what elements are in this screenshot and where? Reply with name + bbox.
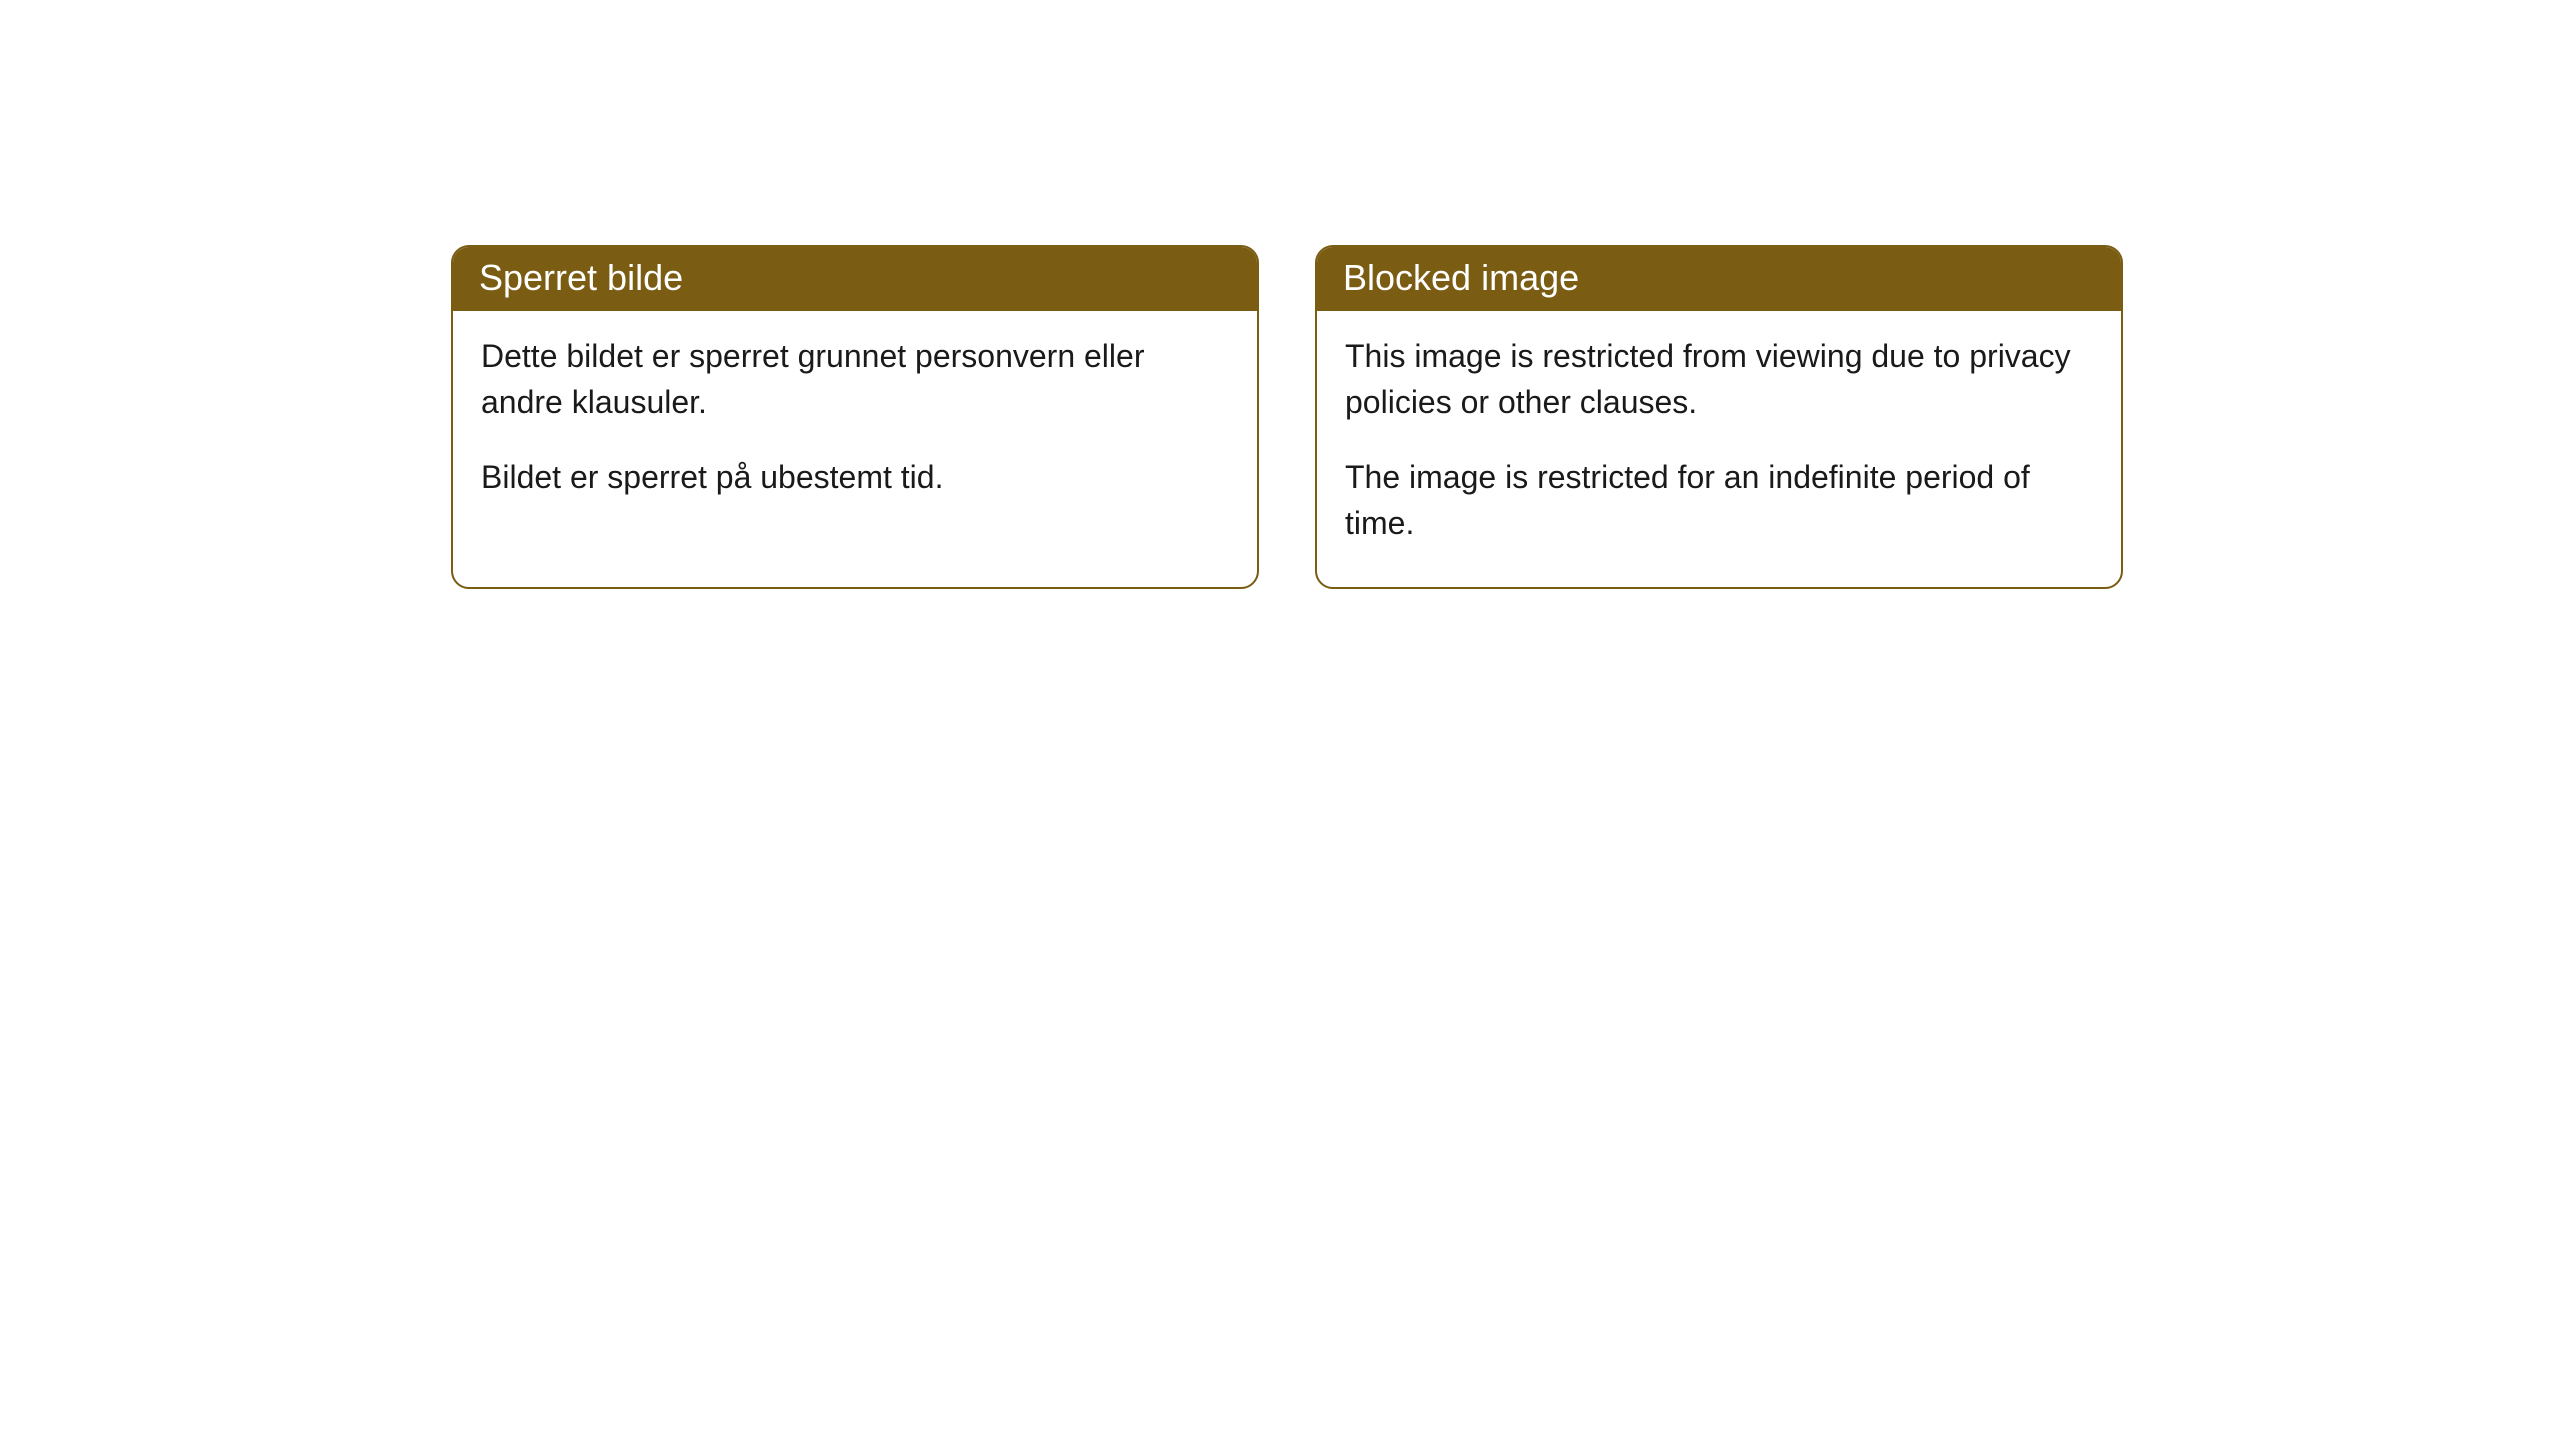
card-paragraph: Dette bildet er sperret grunnet personve…	[481, 333, 1229, 426]
card-title: Blocked image	[1343, 257, 1579, 298]
notice-card-norwegian: Sperret bilde Dette bildet er sperret gr…	[451, 245, 1259, 589]
card-header: Blocked image	[1317, 247, 2121, 311]
card-paragraph: This image is restricted from viewing du…	[1345, 333, 2093, 426]
card-header: Sperret bilde	[453, 247, 1257, 311]
notice-cards-container: Sperret bilde Dette bildet er sperret gr…	[451, 245, 2123, 589]
card-body: This image is restricted from viewing du…	[1317, 311, 2121, 587]
card-body: Dette bildet er sperret grunnet personve…	[453, 311, 1257, 540]
card-paragraph: Bildet er sperret på ubestemt tid.	[481, 454, 1229, 500]
card-title: Sperret bilde	[479, 257, 683, 298]
card-paragraph: The image is restricted for an indefinit…	[1345, 454, 2093, 547]
notice-card-english: Blocked image This image is restricted f…	[1315, 245, 2123, 589]
